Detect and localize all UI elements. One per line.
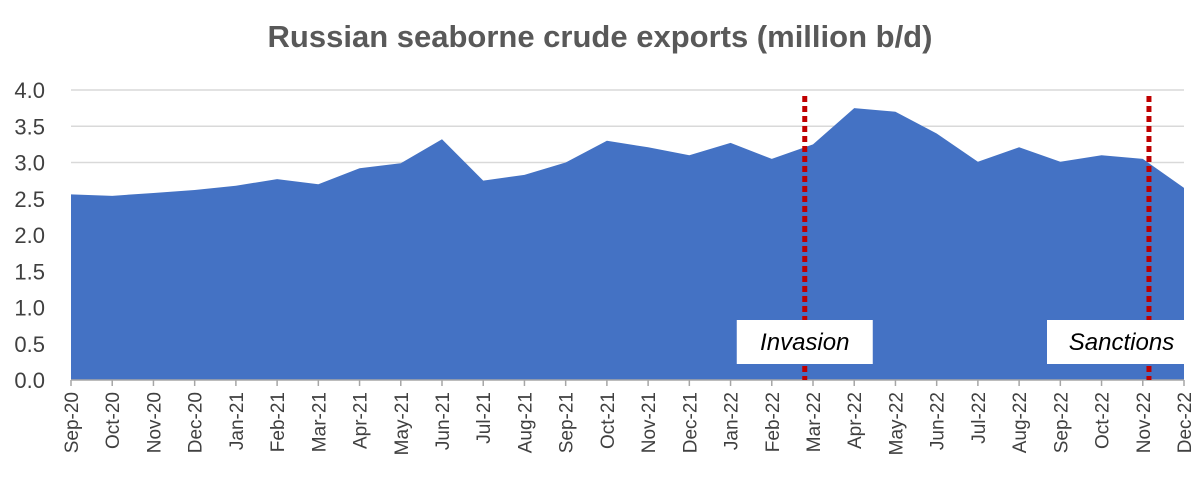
x-tick-label: Nov-22: [1134, 392, 1155, 453]
x-tick-label: Jan-22: [722, 392, 743, 450]
x-tick-label: Dec-21: [680, 392, 701, 453]
data-point-dec-22: [1182, 186, 1186, 190]
data-point-nov-21: [646, 145, 650, 149]
data-point-jun-22: [935, 132, 939, 136]
data-point-sep-21: [564, 161, 568, 165]
annotations: Invasion Sanctions: [736, 96, 1196, 380]
x-tick-label: Aug-22: [1010, 392, 1031, 453]
data-point-may-21: [399, 161, 403, 165]
y-tick-label: 3.0: [14, 151, 45, 176]
data-point-apr-21: [358, 166, 362, 170]
data-point-oct-21: [605, 139, 609, 143]
annotation-label-invasion: Invasion: [760, 329, 849, 356]
x-tick-label: Feb-21: [268, 392, 289, 452]
y-tick-label: 1.5: [14, 259, 45, 284]
x-tick-label: Aug-21: [515, 392, 536, 453]
axes: 0.0 0.5 1.0 1.5 2.0 2.5 3.0 3.5 4.0 Sep-20 Oct-20 N…: [14, 78, 1196, 455]
data-point-feb-22: [770, 157, 774, 161]
x-tick-label: Jul-21: [474, 392, 495, 444]
x-tick-label: Sep-20: [62, 392, 83, 453]
data-point-mar-22: [811, 142, 815, 146]
x-tick-label: Apr-21: [351, 392, 372, 449]
annotation-box-invasion: [736, 320, 873, 364]
x-tick-label: Mar-21: [309, 392, 330, 452]
data-point-oct-22: [1100, 153, 1104, 157]
y-tick-label: 1.0: [14, 296, 45, 321]
annotation-label-sanctions: Sanctions: [1069, 329, 1174, 356]
data-point-jul-21: [481, 179, 485, 183]
data-point-feb-21: [275, 177, 279, 181]
x-tick-label: Oct-22: [1093, 392, 1114, 449]
export-area-series: [71, 108, 1184, 380]
data-point-jan-22: [729, 141, 733, 145]
x-tick-label: May-21: [392, 392, 413, 455]
x-tick-label: Jan-21: [227, 392, 248, 450]
data-point-may-22: [893, 110, 897, 114]
x-tick-label: Sep-21: [557, 392, 578, 453]
y-tick-label: 2.0: [14, 223, 45, 248]
y-tick-label: 2.5: [14, 187, 45, 212]
x-tick-label: Nov-20: [144, 392, 165, 453]
y-tick-label: 3.5: [14, 114, 45, 139]
y-tick-label: 4.0: [14, 78, 45, 103]
x-tick-label: Dec-20: [186, 392, 207, 453]
data-point-jan-21: [234, 184, 238, 188]
data-point-dec-21: [687, 153, 691, 157]
annotation-box-sanctions: [1047, 320, 1196, 364]
x-tick-label: Jun-21: [433, 392, 454, 450]
data-point-nov-20: [151, 191, 155, 195]
data-point-jun-21: [440, 137, 444, 141]
data-point-aug-21: [522, 173, 526, 177]
x-tick-label: Nov-21: [639, 392, 660, 453]
x-tick-label: Oct-20: [103, 392, 124, 449]
x-tick-label: Feb-22: [763, 392, 784, 452]
x-tick-label: Oct-21: [598, 392, 619, 449]
data-point-nov-22: [1141, 157, 1145, 161]
data-point-dec-20: [193, 188, 197, 192]
data-point-aug-22: [1017, 145, 1021, 149]
x-tick-label: Mar-22: [804, 392, 825, 452]
x-tick-label: Dec-22: [1175, 392, 1196, 453]
y-tick-label: 0.5: [14, 332, 45, 357]
y-tick-label: 0.0: [14, 368, 45, 393]
data-point-jul-22: [976, 160, 980, 164]
x-tick-label: Jul-22: [969, 392, 990, 444]
data-point-apr-22: [852, 106, 856, 110]
x-tick-label: May-22: [886, 392, 907, 455]
x-tick-label: Jun-22: [928, 392, 949, 450]
data-point-mar-21: [316, 182, 320, 186]
chart-title: Russian seaborne crude exports (million …: [268, 19, 933, 54]
data-point-sep-20: [69, 192, 73, 196]
data-point-oct-20: [110, 194, 114, 198]
data-point-sep-22: [1058, 160, 1062, 164]
x-tick-label: Sep-22: [1051, 392, 1072, 453]
plot-area: [69, 106, 1186, 380]
x-tick-label: Apr-22: [845, 392, 866, 449]
